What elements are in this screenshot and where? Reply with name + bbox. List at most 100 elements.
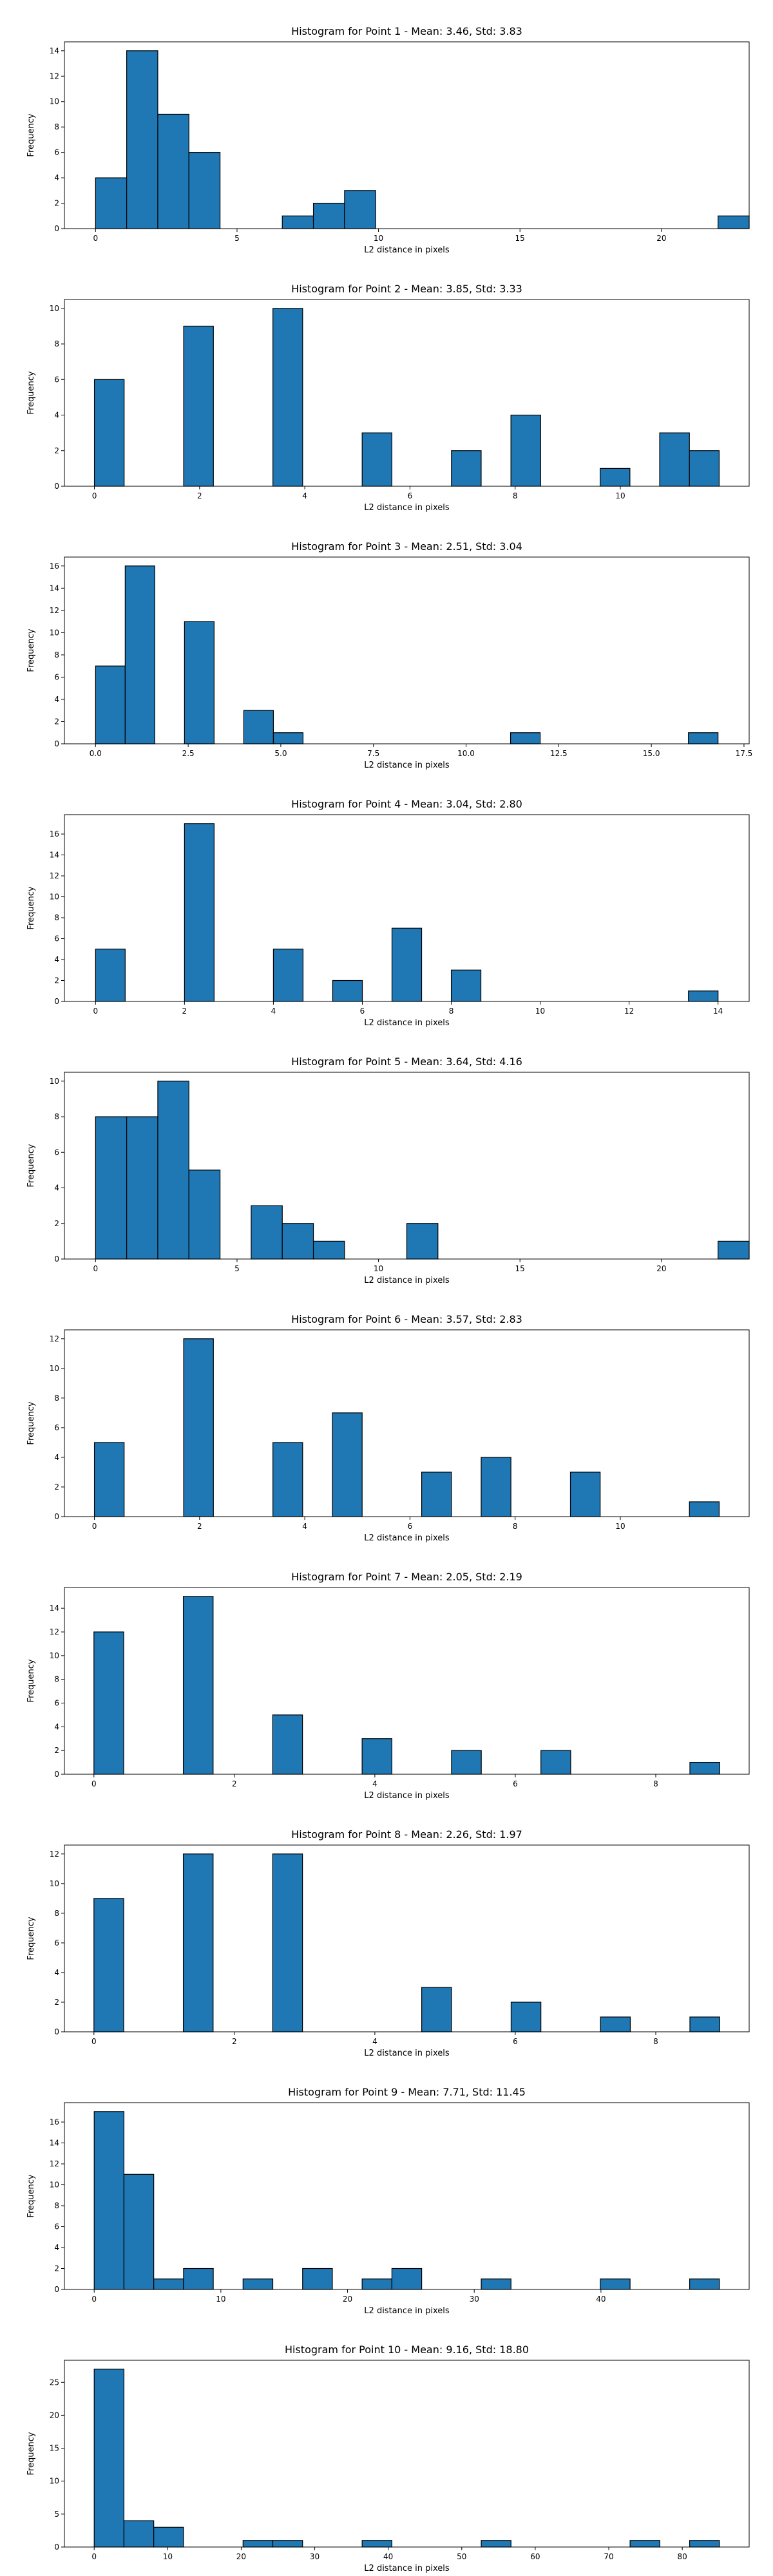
plot-frame bbox=[64, 1587, 750, 1775]
x-axis-label: L2 distance in pixels bbox=[364, 245, 450, 255]
histogram-bar bbox=[302, 2268, 333, 2290]
histogram-bar bbox=[93, 1631, 124, 1775]
y-tick-label: 6 bbox=[54, 148, 59, 157]
y-tick-label: 4 bbox=[54, 173, 59, 182]
y-tick-label: 16 bbox=[50, 829, 59, 838]
y-tick-label: 2 bbox=[54, 1219, 59, 1228]
histogram-svg: Histogram for Point 8 - Mean: 2.26, Std:… bbox=[26, 1828, 750, 2058]
x-tick-label: 20 bbox=[236, 2552, 246, 2561]
histogram-bar bbox=[123, 2520, 155, 2548]
x-tick-label: 10 bbox=[535, 1007, 545, 1016]
x-tick-label: 0 bbox=[91, 2552, 97, 2561]
histogram-svg: Histogram for Point 4 - Mean: 3.04, Std:… bbox=[26, 798, 750, 1028]
x-tick-label: 0 bbox=[93, 234, 98, 243]
histogram-bar bbox=[312, 202, 345, 229]
y-tick-label: 16 bbox=[50, 562, 59, 571]
y-tick-label: 14 bbox=[50, 46, 59, 55]
x-tick-label: 70 bbox=[604, 2552, 613, 2561]
histogram-bar bbox=[183, 325, 214, 487]
histogram-svg: Histogram for Point 3 - Mean: 2.51, Std:… bbox=[26, 540, 753, 770]
histogram-bar bbox=[689, 450, 720, 487]
y-axis-label: Frequency bbox=[26, 1659, 36, 1702]
y-tick-label: 16 bbox=[50, 2117, 59, 2126]
x-tick-label: 8 bbox=[653, 2037, 658, 2046]
y-tick-label: 8 bbox=[54, 1112, 59, 1121]
x-tick-label: 20 bbox=[656, 1264, 666, 1273]
plot-frame bbox=[64, 2360, 750, 2548]
plot-frame bbox=[64, 2102, 750, 2290]
histogram-bar bbox=[272, 1714, 303, 1775]
histogram-bar bbox=[540, 1750, 571, 1775]
histogram-svg: Histogram for Point 1 - Mean: 3.46, Std:… bbox=[26, 25, 750, 255]
x-tick-label: 4 bbox=[302, 1522, 307, 1531]
x-tick-label: 6 bbox=[408, 1522, 413, 1531]
histogram-bar bbox=[242, 2540, 274, 2548]
x-tick-label: 17.5 bbox=[736, 749, 753, 758]
y-tick-label: 0 bbox=[54, 739, 59, 748]
x-tick-label: 6 bbox=[513, 2037, 518, 2046]
y-tick-label: 2 bbox=[54, 446, 59, 455]
histogram-bar bbox=[182, 1853, 214, 2032]
chart-title: Histogram for Point 4 - Mean: 3.04, Std:… bbox=[291, 798, 522, 810]
y-tick-label: 2 bbox=[54, 1998, 59, 2007]
histogram-bar bbox=[183, 2268, 214, 2290]
y-tick-label: 6 bbox=[54, 1148, 59, 1157]
x-tick-label: 0 bbox=[91, 2295, 97, 2304]
histogram-panel-7: Histogram for Point 7 - Mean: 2.05, Std:… bbox=[0, 1546, 773, 1803]
histogram-bar bbox=[272, 308, 303, 487]
y-tick-label: 6 bbox=[54, 672, 59, 681]
y-tick-label: 2 bbox=[54, 199, 59, 208]
y-tick-label: 4 bbox=[54, 2243, 59, 2252]
histogram-bar bbox=[157, 113, 189, 229]
y-tick-label: 20 bbox=[50, 2410, 59, 2420]
y-tick-label: 8 bbox=[54, 339, 59, 348]
histogram-bar bbox=[688, 732, 719, 744]
histogram-bar bbox=[481, 1457, 511, 1517]
y-tick-label: 10 bbox=[50, 1364, 59, 1373]
y-tick-label: 10 bbox=[50, 304, 59, 313]
y-tick-label: 8 bbox=[54, 2201, 59, 2210]
y-tick-label: 14 bbox=[50, 583, 59, 592]
histogram-bar bbox=[95, 1116, 128, 1260]
x-axis-label: L2 distance in pixels bbox=[364, 1533, 450, 1543]
y-tick-label: 8 bbox=[54, 1909, 59, 1918]
histogram-svg: Histogram for Point 2 - Mean: 3.85, Std:… bbox=[26, 283, 750, 513]
histogram-bar bbox=[93, 2369, 125, 2548]
histogram-bar bbox=[421, 1472, 452, 1517]
plot-frame bbox=[64, 814, 750, 1002]
y-tick-label: 10 bbox=[50, 1651, 59, 1660]
chart-title: Histogram for Point 9 - Mean: 7.71, Std:… bbox=[288, 2086, 526, 2098]
y-tick-label: 0 bbox=[54, 482, 59, 491]
chart-title: Histogram for Point 8 - Mean: 2.26, Std:… bbox=[291, 1828, 522, 1841]
x-tick-label: 2 bbox=[182, 1007, 187, 1016]
histogram-bar bbox=[689, 2540, 720, 2548]
plot-frame bbox=[64, 1844, 750, 2032]
x-tick-label: 14 bbox=[713, 1007, 723, 1016]
histogram-bar bbox=[481, 2540, 511, 2548]
histogram-panel-8: Histogram for Point 8 - Mean: 2.26, Std:… bbox=[0, 1803, 773, 2061]
x-tick-label: 2 bbox=[232, 2037, 237, 2046]
chart-title: Histogram for Point 3 - Mean: 2.51, Std:… bbox=[291, 540, 522, 553]
y-tick-label: 12 bbox=[50, 1850, 59, 1859]
histogram-bar bbox=[124, 565, 155, 744]
y-tick-label: 8 bbox=[54, 1394, 59, 1403]
y-tick-label: 12 bbox=[50, 871, 59, 880]
histogram-bar bbox=[569, 1472, 601, 1517]
x-axis-label: L2 distance in pixels bbox=[364, 2564, 450, 2573]
x-tick-label: 2 bbox=[232, 1779, 237, 1788]
chart-title: Histogram for Point 6 - Mean: 3.57, Std:… bbox=[291, 1313, 522, 1325]
x-tick-label: 40 bbox=[383, 2552, 393, 2561]
x-tick-label: 2 bbox=[197, 1522, 202, 1531]
histogram-bar bbox=[451, 1750, 482, 1775]
histogram-bar bbox=[361, 1738, 392, 1775]
x-tick-label: 4 bbox=[302, 491, 307, 500]
plot-frame bbox=[64, 556, 750, 744]
plot-frame bbox=[64, 41, 750, 229]
y-tick-label: 14 bbox=[50, 1604, 59, 1613]
histogram-bar bbox=[600, 2278, 631, 2290]
x-tick-label: 10 bbox=[216, 2295, 225, 2304]
histogram-svg: Histogram for Point 9 - Mean: 7.71, Std:… bbox=[26, 2086, 750, 2316]
histogram-bar bbox=[123, 2174, 155, 2290]
y-tick-label: 10 bbox=[50, 1077, 59, 1086]
x-tick-label: 20 bbox=[656, 234, 666, 243]
